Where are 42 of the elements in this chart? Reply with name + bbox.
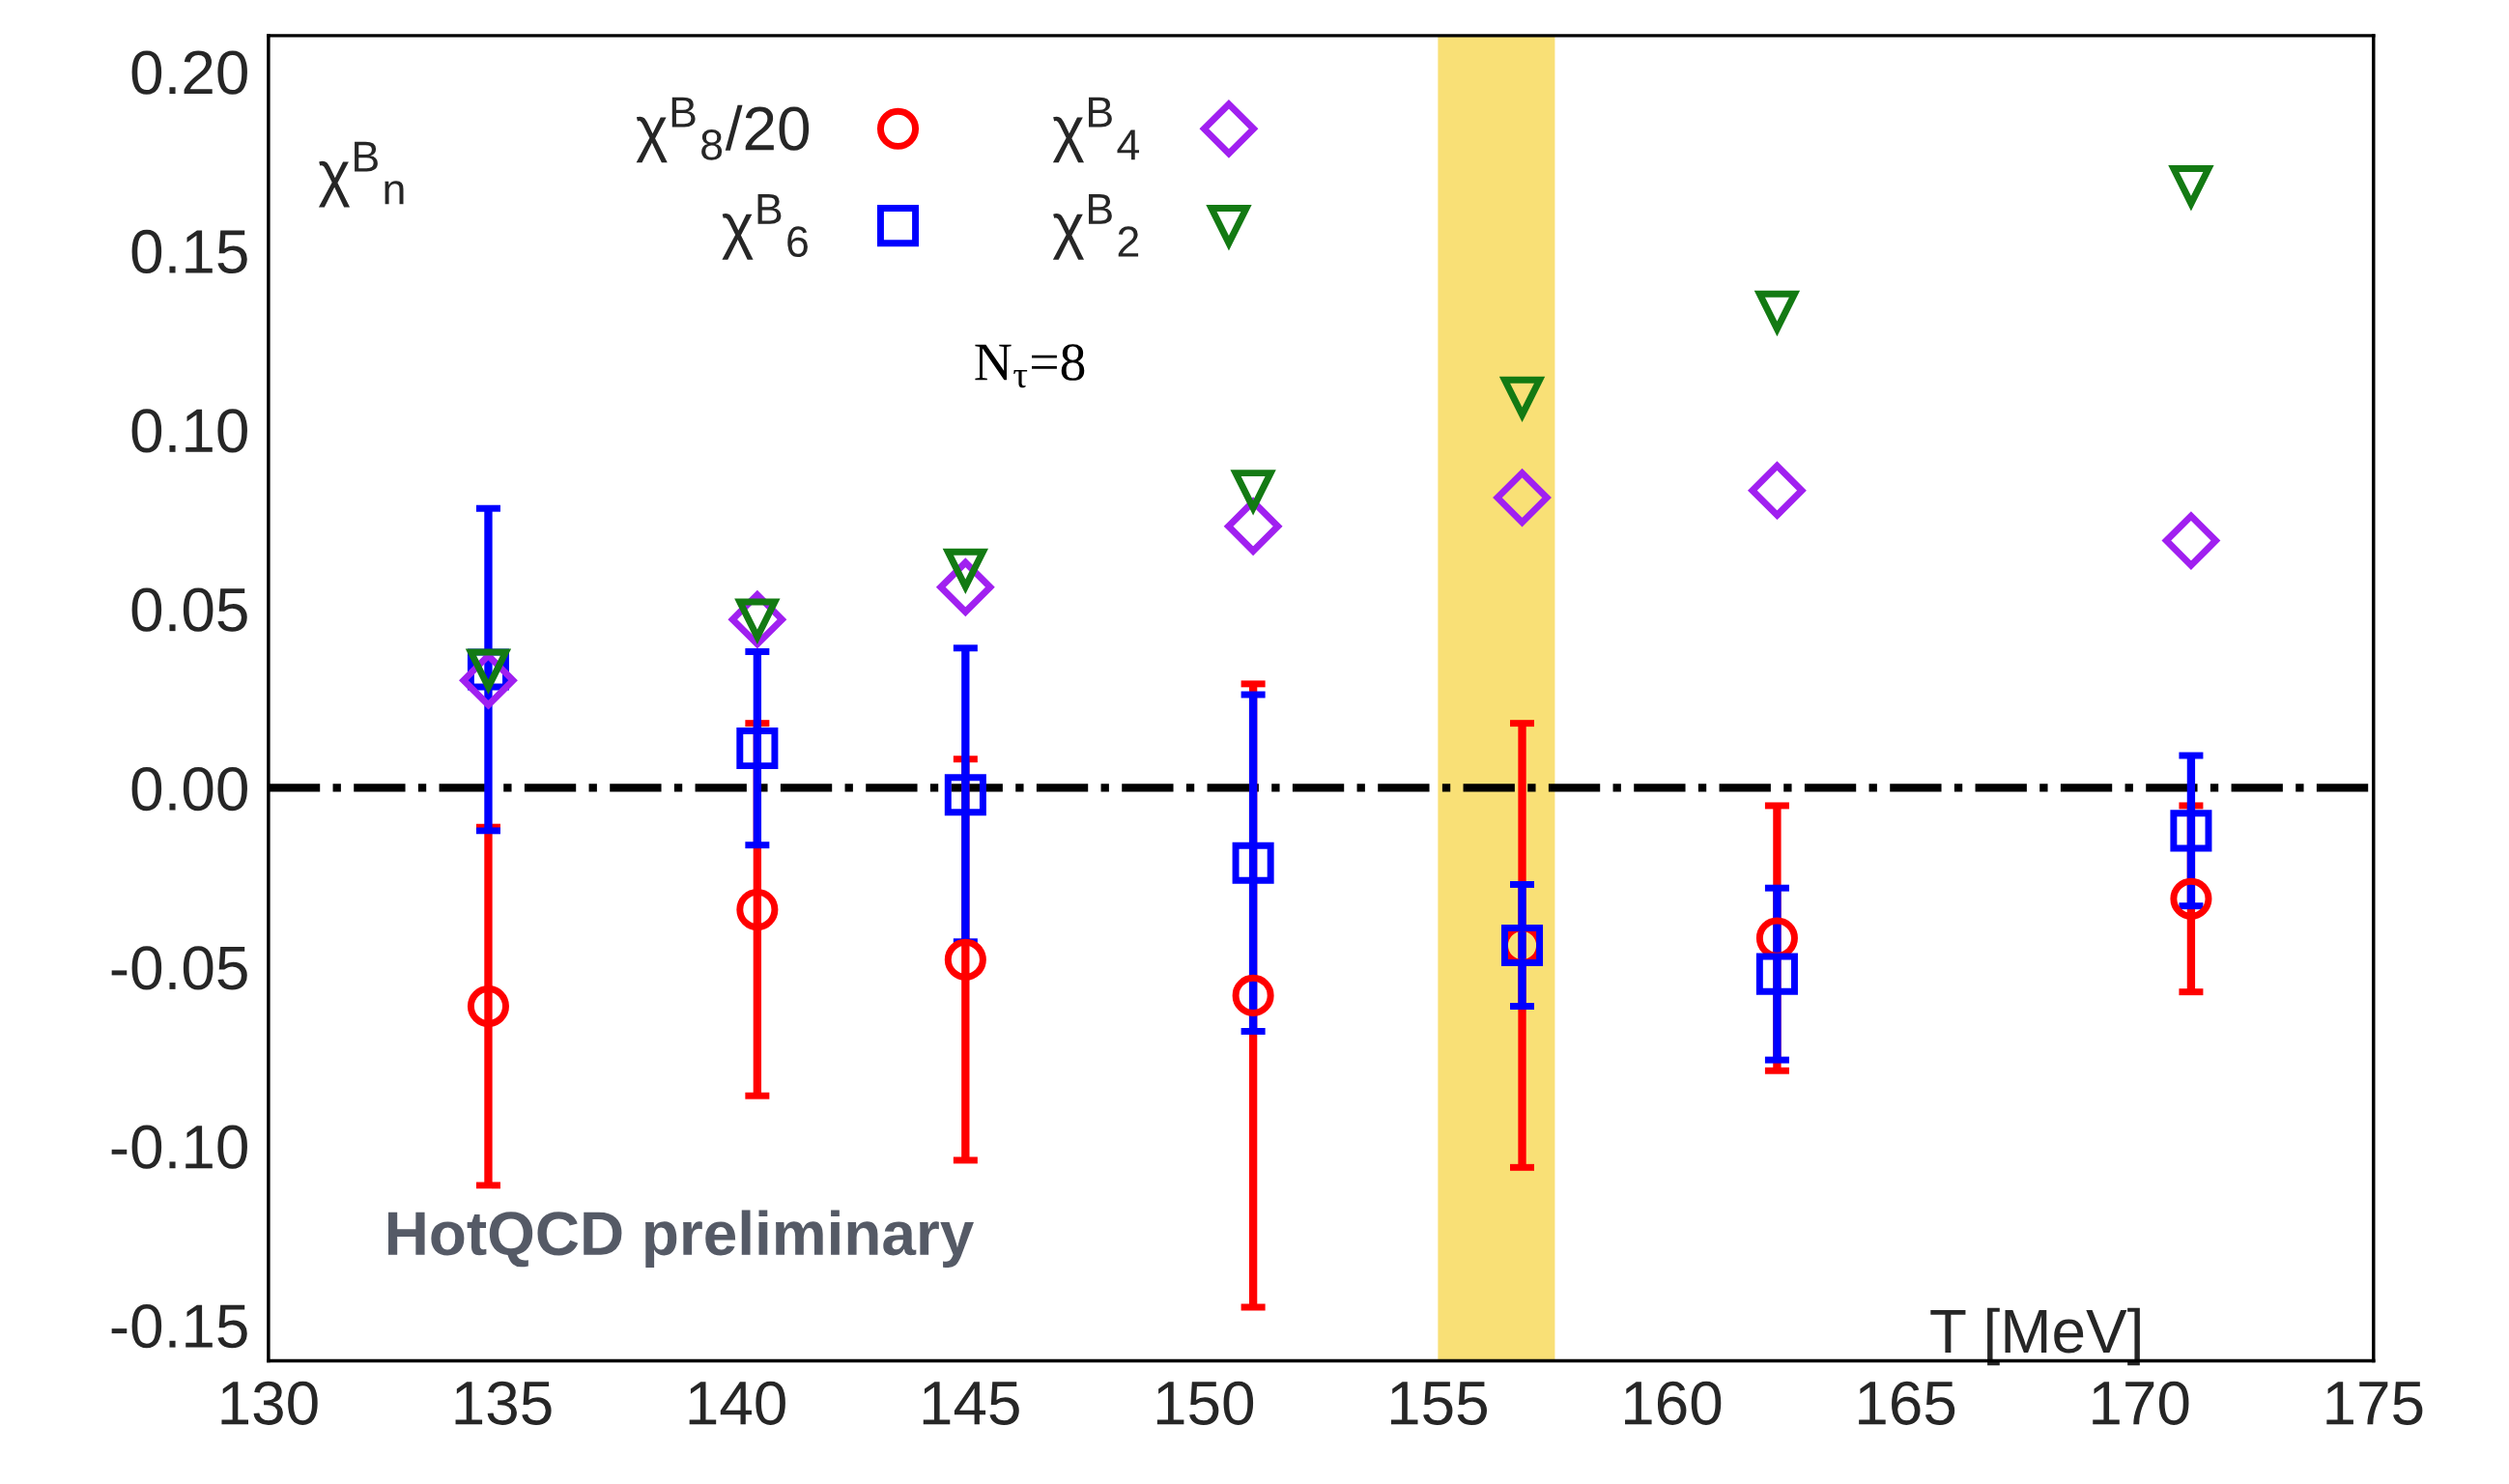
y-tick-label: -0.05: [111, 946, 247, 990]
point: [1225, 498, 1282, 555]
x-tick-label: 140: [689, 1381, 785, 1425]
y-axis-title: χ$^{B}$$_{n}$: [318, 141, 404, 208]
annotation: N$_{τ}$=8: [975, 344, 1085, 388]
point: [460, 652, 517, 709]
y-tick-label: -0.15: [111, 1303, 247, 1349]
point: [2170, 877, 2212, 920]
legend-label: χ$^{B}$$_{2}$: [1052, 194, 1139, 260]
x-tick-label: 165: [1859, 1381, 1955, 1425]
point: [1232, 974, 1274, 1016]
point: [1232, 842, 1274, 884]
x-axis-title: T [MeV]: [1930, 1307, 2140, 1366]
x-tick-label: 155: [1390, 1382, 1487, 1425]
point: [937, 558, 994, 615]
x-tick-label: 160: [1625, 1381, 1722, 1425]
point: [944, 774, 986, 816]
point: [1749, 462, 1806, 519]
point: [1755, 953, 1798, 995]
y-tick-label: 0.15: [131, 229, 247, 274]
annotation: HotQCD preliminary: [387, 1210, 974, 1269]
y-tick-label: 0.00: [131, 766, 247, 812]
point: [944, 938, 986, 981]
x-tick-label: 170: [2093, 1381, 2189, 1425]
y-tick-label: -0.10: [111, 1125, 247, 1169]
x-tick-label: 135: [455, 1381, 552, 1425]
legend-label: χ$^{B}$$_{6}$: [722, 194, 808, 260]
x-tick-label: 175: [2326, 1382, 2423, 1425]
y-tick-label: 0.10: [131, 409, 247, 453]
y-tick-label: 0.20: [131, 50, 247, 95]
point: [736, 888, 779, 930]
x-tick-label: 145: [923, 1382, 1019, 1425]
legend-label: χ$^{B}$$_{4}$: [1052, 97, 1140, 163]
point: [1494, 470, 1551, 527]
legend-label: χ$^{B}$$_{8}$/20: [636, 97, 810, 163]
x-tick-label: 150: [1156, 1381, 1254, 1425]
point: [736, 728, 779, 770]
point: [467, 985, 509, 1028]
x-tick-label: 130: [221, 1381, 318, 1425]
point: [2162, 512, 2219, 569]
point: [2170, 810, 2212, 852]
y-tick-label: 0.05: [131, 587, 247, 632]
